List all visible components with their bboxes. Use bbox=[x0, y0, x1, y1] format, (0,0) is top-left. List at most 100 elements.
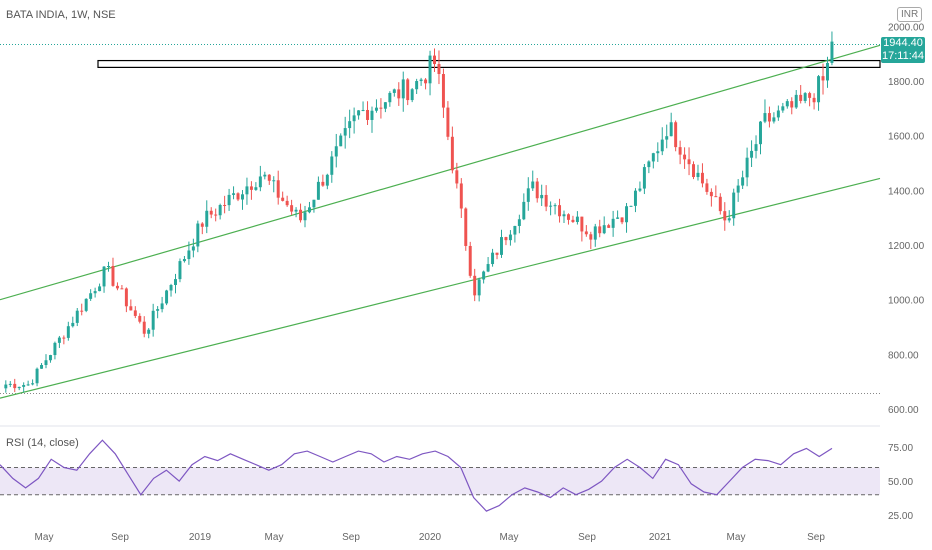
candle-body bbox=[321, 181, 325, 186]
candle-body bbox=[799, 94, 803, 101]
candle-body bbox=[209, 210, 213, 215]
candle-body bbox=[285, 200, 289, 206]
candle-body bbox=[817, 76, 821, 103]
price-tick-label: 1400.00 bbox=[888, 186, 925, 197]
candle-body bbox=[62, 337, 66, 339]
candle-body bbox=[584, 231, 588, 235]
candle-body bbox=[325, 174, 329, 186]
candle-body bbox=[781, 106, 785, 111]
candle-body bbox=[625, 206, 629, 223]
candle-body bbox=[214, 214, 218, 216]
candle-body bbox=[374, 107, 378, 111]
currency-badge[interactable]: INR bbox=[897, 7, 923, 22]
price-tick-label: 600.00 bbox=[888, 405, 919, 416]
candle-body bbox=[808, 93, 812, 98]
candle-body bbox=[142, 321, 146, 334]
candle-body bbox=[776, 110, 780, 118]
candle-body bbox=[589, 234, 593, 240]
candle-body bbox=[468, 245, 472, 276]
candle-body bbox=[718, 196, 722, 212]
candle-body bbox=[562, 214, 566, 217]
candle-body bbox=[741, 177, 745, 186]
candle-body bbox=[160, 303, 164, 310]
candle-body bbox=[361, 109, 365, 111]
candle-body bbox=[732, 192, 736, 219]
candle-body bbox=[147, 329, 151, 334]
price-tick-label: 1000.00 bbox=[888, 296, 925, 307]
candle-body bbox=[218, 204, 222, 216]
candle-body bbox=[290, 205, 294, 212]
candle-body bbox=[522, 201, 526, 220]
candle-body bbox=[169, 284, 173, 291]
candle-body bbox=[477, 279, 481, 296]
candle-body bbox=[424, 79, 428, 84]
candle-body bbox=[441, 74, 445, 108]
candle-body bbox=[759, 121, 762, 145]
candle-body bbox=[352, 115, 356, 122]
candle-body bbox=[696, 172, 700, 178]
rsi-tick-label: 50.00 bbox=[888, 477, 913, 488]
candle-body bbox=[57, 337, 61, 343]
candle-body bbox=[669, 122, 673, 137]
candle-body bbox=[526, 188, 530, 202]
candle-body bbox=[607, 225, 611, 228]
candle-body bbox=[241, 194, 244, 200]
candle-body bbox=[80, 310, 84, 312]
time-tick-label: Sep bbox=[578, 532, 596, 543]
channel-lower-line bbox=[0, 177, 881, 399]
candle-body bbox=[22, 385, 26, 387]
candle-body bbox=[794, 94, 798, 108]
candle-body bbox=[709, 191, 713, 197]
time-tick-label: May bbox=[500, 532, 519, 543]
candle-body bbox=[254, 187, 258, 190]
candle-body bbox=[616, 217, 620, 219]
candle-body bbox=[120, 288, 124, 290]
time-tick-label: Sep bbox=[342, 532, 360, 543]
candle-body bbox=[383, 102, 387, 109]
candle-body bbox=[446, 107, 450, 137]
candle-body bbox=[491, 252, 495, 265]
candle-body bbox=[745, 157, 749, 178]
candle-body bbox=[821, 76, 825, 81]
candle-body bbox=[370, 110, 374, 120]
candle-body bbox=[133, 310, 137, 316]
candle-body bbox=[406, 79, 410, 101]
time-tick-label: May bbox=[727, 532, 746, 543]
candle-body bbox=[580, 216, 584, 232]
time-tick-label: Sep bbox=[807, 532, 825, 543]
candle-body bbox=[53, 342, 57, 356]
candle-body bbox=[303, 212, 307, 221]
candle-body bbox=[334, 146, 338, 157]
candle-body bbox=[419, 79, 423, 82]
candle-body bbox=[366, 109, 370, 120]
candle-body bbox=[812, 97, 816, 103]
price-tick-label: 1600.00 bbox=[888, 132, 925, 143]
candle-body bbox=[687, 159, 691, 165]
candle-body bbox=[200, 223, 204, 227]
candle-body bbox=[535, 181, 539, 199]
candle-body bbox=[790, 101, 794, 108]
candle-body bbox=[93, 291, 97, 294]
candle-body bbox=[517, 219, 521, 226]
candle-body bbox=[84, 298, 88, 311]
candle-body bbox=[258, 176, 262, 188]
candle-body bbox=[316, 181, 320, 200]
candle-body bbox=[71, 322, 75, 327]
candle-body bbox=[450, 136, 454, 171]
candle-body bbox=[379, 107, 383, 109]
candle-body bbox=[307, 207, 311, 213]
candle-body bbox=[656, 151, 660, 154]
candle-body bbox=[428, 55, 432, 84]
price-tick-label: 1200.00 bbox=[888, 241, 925, 252]
candle-body bbox=[138, 315, 142, 322]
candle-body bbox=[339, 135, 343, 147]
candle-body bbox=[678, 147, 682, 155]
candle-body bbox=[174, 279, 177, 285]
price-tick-label: 2000.00 bbox=[888, 22, 925, 33]
candle-body bbox=[785, 101, 789, 107]
candle-body bbox=[674, 122, 678, 148]
candle-body bbox=[343, 128, 347, 136]
candle-body bbox=[647, 161, 651, 168]
rsi-tick-label: 25.00 bbox=[888, 511, 913, 522]
candle-body bbox=[227, 194, 231, 206]
